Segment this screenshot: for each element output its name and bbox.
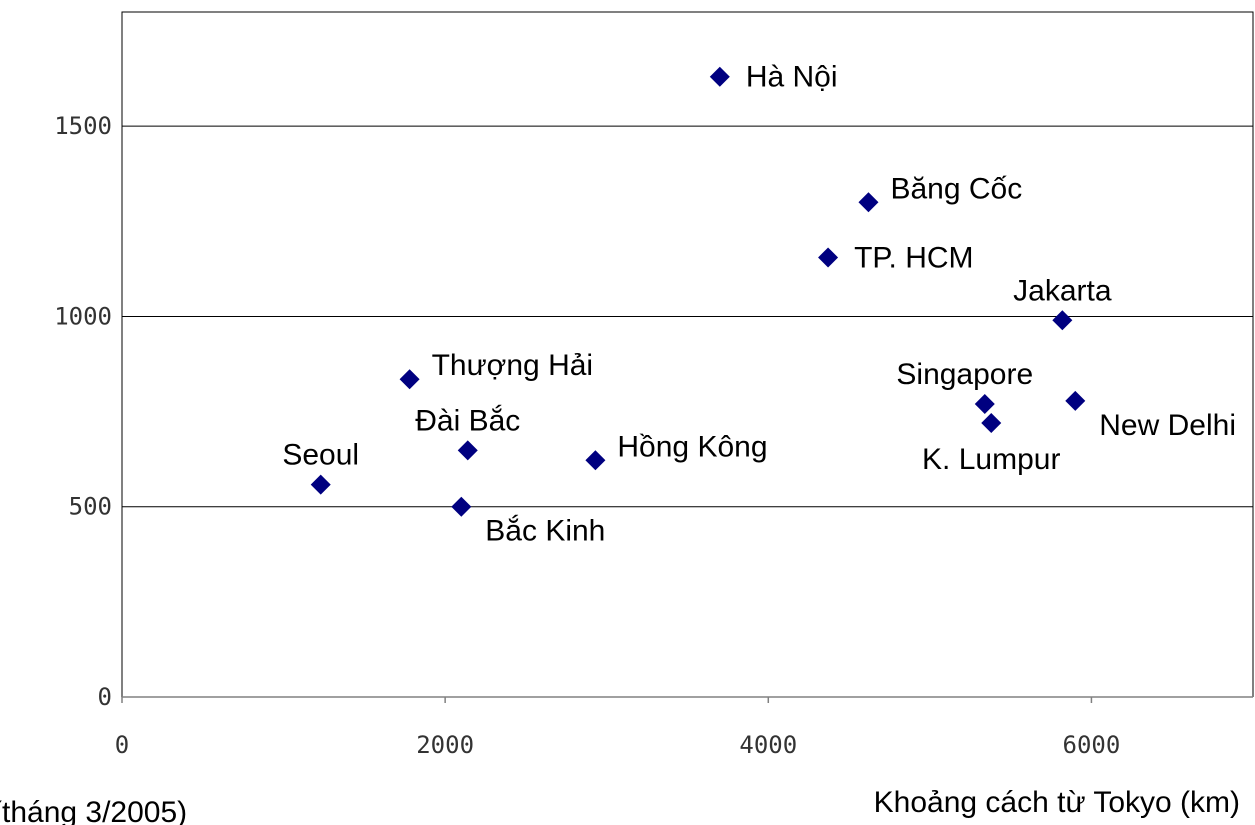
data-point-marker [399,369,420,390]
data-point-marker [981,413,1002,433]
axes [121,11,1254,703]
data-point-marker [1052,310,1073,331]
data-points [310,66,1086,517]
data-point-marker [858,192,879,213]
data-point-marker [818,247,839,268]
y-tick-label: 500 [69,493,112,521]
point-label: Seoul [282,439,359,472]
data-point-marker [974,393,995,414]
y-tick-label: 1500 [54,112,112,140]
point-label: K. Lumpur [922,443,1060,476]
plot-frame [121,11,1254,697]
point-label: Bắc Kinh [485,515,605,548]
point-label: TP. HCM [854,241,973,274]
point-label: Thượng Hải [432,349,593,382]
tick-labels: 0 500 1000 1500 0 2000 4000 6000 [54,112,1120,759]
data-point-marker [451,496,472,517]
point-label: Singapore [896,358,1033,391]
data-point-marker [1065,390,1086,411]
y-tick-label: 1000 [54,302,112,330]
point-label: Hồng Kông [617,430,767,463]
data-point-marker [457,440,478,461]
data-point-marker [310,474,331,495]
data-point-marker [585,450,606,471]
point-label: Hà Nội [746,61,838,94]
point-label: Jakarta [1013,274,1112,307]
x-tick-label: 4000 [739,731,797,759]
point-label: Đài Bắc [415,404,520,437]
date-note: (tháng 3/2005) [0,796,187,825]
x-tick-label: 0 [115,731,129,759]
data-point-marker [709,66,730,87]
point-labels: Hà Nội Băng Cốc TP. HCM Jakarta Thượng Hải Si… [282,61,1236,548]
point-label: Băng Cốc [890,172,1022,205]
y-tick-label: 0 [98,683,112,711]
x-tick-label: 2000 [416,731,474,759]
x-tick-label: 6000 [1063,731,1121,759]
x-axis-title: Khoảng cách từ Tokyo (km) [874,786,1240,819]
point-label: New Delhi [1099,409,1236,442]
